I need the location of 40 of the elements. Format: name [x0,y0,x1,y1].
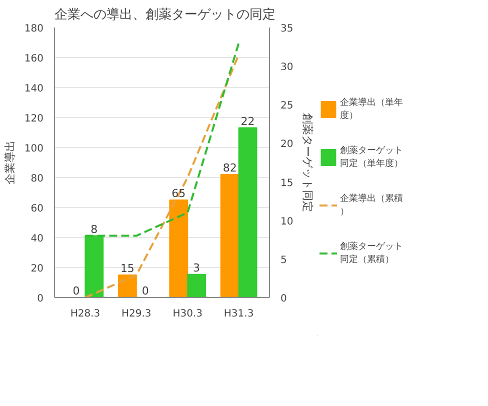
data-label: 15 [120,262,134,275]
x-tick-label: H30.3 [172,308,202,320]
y2-tick-label: 30 [280,62,294,74]
data-label: 82 [222,162,237,174]
x-tick-label: H29.3 [122,308,152,320]
y-tick-label: 140 [24,84,44,94]
y-tick-label: 20 [30,264,44,274]
y-tick-label: 0 [37,294,44,304]
legend-label: 創薬ターゲット同定（単年度） [340,144,403,170]
data-label: 3 [193,261,200,274]
bar [169,200,188,298]
y2-tick-label: 0 [280,294,287,304]
y2-tick-label: 10 [280,216,294,228]
y2-tick-label: 35 [280,24,294,34]
bar [84,235,104,298]
x-tick-label: H31.3 [224,308,254,320]
y2-axis-title: 創薬ターゲット同定 [301,113,314,212]
y-axis-title: 企業導出 [3,140,16,184]
bar [187,274,206,298]
legend-label: 企業導出（累積） [340,192,403,218]
y2-tick-label: 5 [280,254,287,266]
chart-title: 企業への導出、創薬ターゲットの同定 [54,8,276,22]
legend-label: 企業導出（単年度） [340,96,403,122]
data-label: 8 [90,222,98,236]
y-tick-label: 100 [24,144,44,154]
y-tick-label: 160 [24,54,44,64]
data-label: 22 [240,114,255,128]
y-tick-label: 120 [24,114,44,124]
x-tick-label: H28.3 [70,308,100,320]
y2-tick-label: 15 [280,178,294,189]
y-tick-label: 60 [30,204,44,214]
y-tick-label: 180 [24,24,44,34]
bar [118,274,137,298]
y-tick-label: 40 [30,234,44,244]
y2-tick-label: 20 [280,139,294,150]
y-tick-label: 80 [30,174,44,184]
data-label: 0 [72,284,80,298]
y2-tick-label: 25 [280,100,294,112]
data-label: 0 [142,284,149,298]
legend-label: 創薬ターゲット同定（累積） [340,240,403,266]
